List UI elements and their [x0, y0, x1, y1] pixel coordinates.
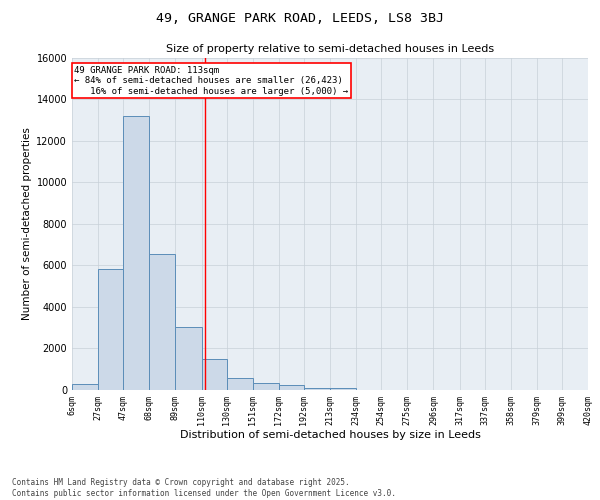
Bar: [253, 382, 279, 390]
Bar: [202, 359, 227, 390]
Bar: [123, 116, 149, 390]
Bar: [330, 388, 356, 390]
Text: 49, GRANGE PARK ROAD, LEEDS, LS8 3BJ: 49, GRANGE PARK ROAD, LEEDS, LS8 3BJ: [156, 12, 444, 26]
Text: Contains HM Land Registry data © Crown copyright and database right 2025.
Contai: Contains HM Land Registry data © Crown c…: [12, 478, 396, 498]
Y-axis label: Number of semi-detached properties: Number of semi-detached properties: [22, 128, 32, 320]
Bar: [149, 254, 175, 390]
Text: 49 GRANGE PARK ROAD: 113sqm
← 84% of semi-detached houses are smaller (26,423)
 : 49 GRANGE PARK ROAD: 113sqm ← 84% of sem…: [74, 66, 349, 96]
Bar: [227, 378, 253, 390]
Bar: [72, 384, 98, 390]
Bar: [98, 270, 123, 390]
Bar: [175, 326, 202, 390]
Bar: [279, 385, 304, 390]
X-axis label: Distribution of semi-detached houses by size in Leeds: Distribution of semi-detached houses by …: [179, 430, 481, 440]
Title: Size of property relative to semi-detached houses in Leeds: Size of property relative to semi-detach…: [166, 44, 494, 54]
Bar: [304, 388, 330, 390]
